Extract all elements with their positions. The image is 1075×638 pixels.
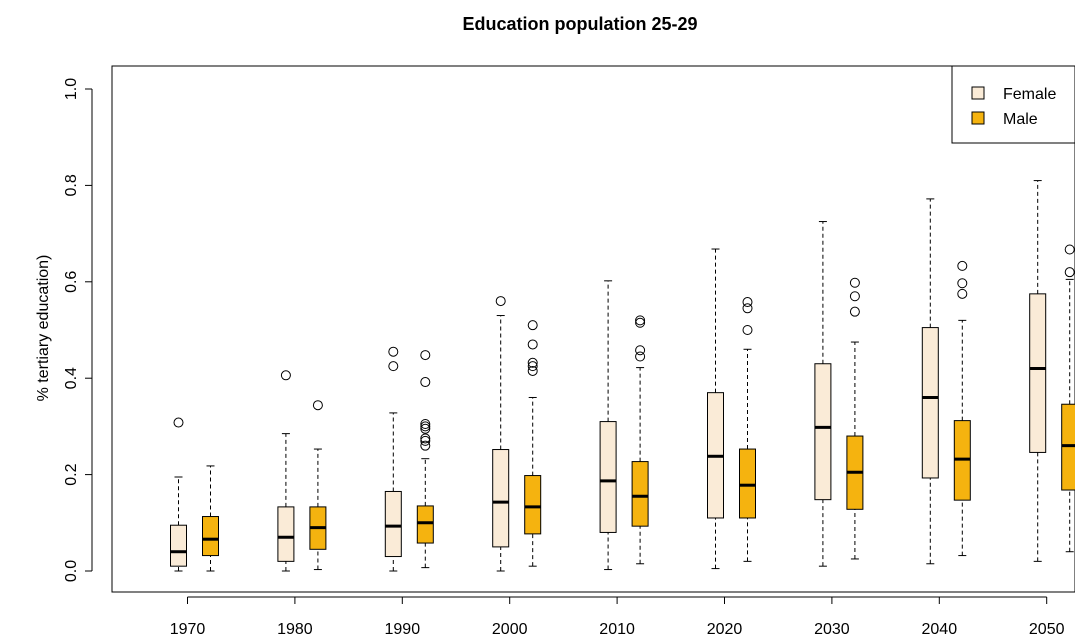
legend-swatch-female: [971, 86, 985, 100]
plot-area-frame: [111, 65, 1075, 593]
box-male-2040: [953, 260, 971, 557]
box-iqr: [524, 475, 542, 535]
outlier-point: [527, 357, 538, 368]
box-female-2030: [814, 221, 832, 567]
x-tick-label: 2010: [599, 621, 635, 638]
outlier-point: [420, 433, 431, 444]
outlier-point: [173, 417, 184, 428]
outlier-point: [635, 345, 646, 356]
box-iqr: [492, 449, 510, 548]
outlier-point: [420, 440, 431, 451]
chart-title: Education population 25-29: [462, 14, 697, 34]
box-iqr: [384, 490, 402, 558]
box-female-2010: [599, 280, 617, 571]
outlier-point: [420, 377, 431, 388]
box-female-2040: [921, 198, 939, 565]
x-tick-label: 1990: [385, 621, 421, 638]
box-male-2050: [1061, 244, 1075, 553]
x-tick-label: 2020: [707, 621, 743, 638]
outlier-point: [312, 400, 323, 411]
box-iqr: [814, 363, 832, 501]
outlier-point: [527, 320, 538, 331]
y-axis: 0.0 0.2 0.4 0.6 0.8 1.0: [63, 78, 93, 582]
box-iqr: [416, 505, 434, 544]
x-tick-label: 1970: [170, 621, 206, 638]
y-axis-label: % tertiary education): [35, 255, 52, 402]
box-groups: [170, 180, 1075, 572]
box-iqr: [599, 421, 617, 533]
y-tick-label: 0.2: [63, 463, 80, 485]
outlier-point: [1064, 267, 1075, 278]
x-tick-label: 2050: [1029, 621, 1065, 638]
box-male-2020: [739, 297, 756, 562]
outlier-point: [635, 351, 646, 362]
box-male-2010: [631, 315, 649, 565]
outlier-point: [388, 346, 399, 357]
box-iqr: [921, 327, 939, 479]
box-iqr: [631, 461, 649, 527]
outlier-point: [957, 288, 968, 299]
outlier-point: [635, 317, 646, 328]
box-iqr: [170, 524, 187, 567]
outlier-point: [420, 350, 431, 361]
outlier-point: [742, 297, 753, 308]
box-male-1990: [416, 350, 434, 569]
box-iqr: [1029, 293, 1047, 453]
box-iqr: [202, 516, 219, 557]
outlier-point: [527, 361, 538, 372]
x-tick-label: 2000: [492, 621, 528, 638]
legend-box: [951, 65, 1075, 144]
box-female-2000: [492, 296, 510, 572]
outlier-point: [849, 277, 860, 288]
outlier-point: [280, 370, 291, 381]
y-tick-label: 0.0: [63, 560, 80, 582]
y-tick-label: 0.6: [63, 271, 80, 293]
outlier-point: [495, 296, 506, 307]
box-iqr: [739, 448, 756, 519]
x-tick-label: 2030: [814, 621, 850, 638]
outlier-point: [742, 325, 753, 335]
outlier-point: [527, 365, 538, 376]
box-female-2050: [1029, 180, 1047, 562]
box-female-1980: [277, 370, 295, 572]
outlier-point: [420, 421, 431, 432]
legend-label-male: Male: [1003, 111, 1038, 128]
x-tick-label: 2040: [922, 621, 958, 638]
outlier-point: [527, 339, 538, 350]
outlier-point: [742, 303, 753, 314]
outlier-point: [420, 435, 431, 446]
outlier-point: [849, 306, 860, 317]
outlier-point: [957, 278, 968, 289]
legend: Female Male: [951, 65, 1075, 144]
box-male-1980: [309, 400, 327, 571]
box-male-1970: [202, 465, 219, 572]
outlier-point: [420, 423, 431, 434]
outlier-point: [1064, 244, 1075, 255]
outlier-point: [420, 418, 431, 429]
box-female-1990: [384, 346, 402, 572]
outlier-point: [849, 291, 860, 302]
y-tick-label: 0.8: [63, 174, 80, 196]
box-female-2020: [707, 248, 724, 570]
x-axis: 1970 1980 1990 2000 2010 2020 2030 2040 2050: [170, 596, 1065, 638]
y-tick-label: 0.4: [63, 367, 80, 389]
box-female-1970: [170, 417, 187, 572]
box-male-2030: [846, 277, 864, 560]
box-male-2000: [524, 320, 542, 567]
y-tick-label: 1.0: [63, 78, 80, 100]
legend-swatch-male: [971, 111, 985, 125]
box-iqr: [277, 506, 295, 562]
outlier-point: [635, 315, 646, 326]
x-tick-label: 1980: [277, 621, 313, 638]
legend-label-female: Female: [1003, 86, 1056, 103]
outlier-point: [388, 361, 399, 372]
outlier-point: [957, 260, 968, 271]
